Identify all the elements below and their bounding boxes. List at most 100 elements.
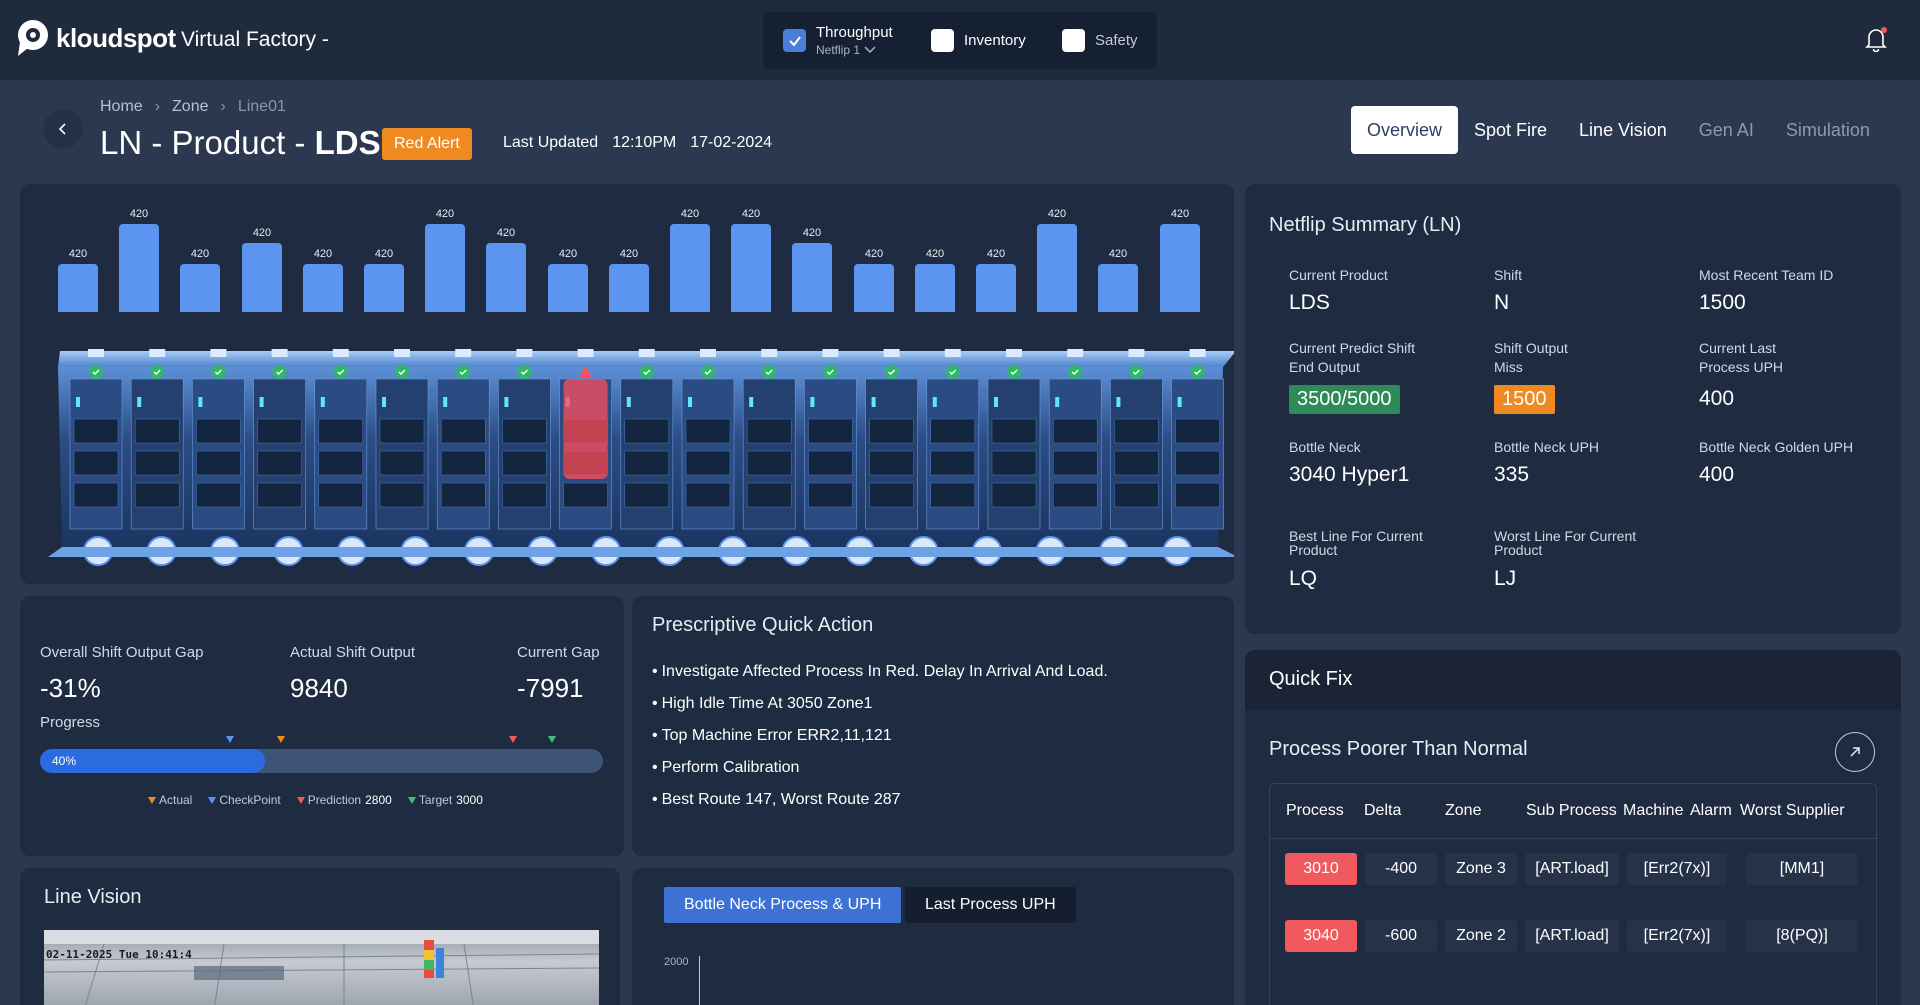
status-light <box>443 397 448 407</box>
status-light <box>320 397 325 407</box>
tab-overview[interactable]: Overview <box>1351 106 1459 154</box>
inventory-checkbox[interactable] <box>931 29 954 52</box>
station-bar[interactable] <box>303 264 343 312</box>
checkmark-icon <box>214 369 222 375</box>
breadcrumb-zone[interactable]: Zone <box>172 98 209 115</box>
alert-highlight[interactable] <box>563 379 608 479</box>
tab-last-process-uph[interactable]: Last Process UPH <box>905 887 1076 923</box>
station-bar[interactable] <box>425 224 465 312</box>
status-badge: Red Alert <box>382 128 472 160</box>
golden-uph-field: Bottle Neck Golden UPH 400 <box>1699 438 1853 487</box>
machine-unit <box>1052 450 1098 476</box>
progress-label: Progress <box>40 714 101 731</box>
machine-unit <box>624 482 670 508</box>
station-bar[interactable] <box>976 264 1016 312</box>
status-light <box>810 397 815 407</box>
netflip-dropdown[interactable]: Netflip 1 <box>816 43 893 57</box>
station-bar[interactable] <box>486 243 526 312</box>
station-bar[interactable] <box>1098 264 1138 312</box>
status-light <box>137 397 142 407</box>
station-bar[interactable] <box>548 264 588 312</box>
machine-unit <box>869 418 914 444</box>
toggle-safety[interactable]: Safety <box>1062 12 1138 69</box>
legend-target: Target 3000 <box>407 793 483 807</box>
line-vision-title: Line Vision <box>44 886 142 908</box>
machine-unit <box>379 418 425 444</box>
station-bar[interactable] <box>915 264 955 312</box>
safety-checkbox[interactable] <box>1062 29 1085 52</box>
checkmark-icon <box>765 369 773 375</box>
list-item: High Idle Time At 3050 Zone1 <box>652 688 1108 720</box>
tab-spot-fire[interactable]: Spot Fire <box>1474 120 1548 140</box>
throughput-checkbox[interactable] <box>783 29 806 52</box>
process-cell[interactable]: 3040 <box>1285 920 1357 952</box>
station-bar[interactable] <box>792 243 832 312</box>
line-vision-panel: Line Vision 02-11-2025 Tue 10:41:4 <box>20 868 620 1005</box>
station-bar[interactable] <box>364 264 404 312</box>
last-updated-date: 17-02-2024 <box>690 134 773 151</box>
golden-uph-value: 400 <box>1699 463 1735 486</box>
tab-line-vision[interactable]: Line Vision <box>1579 120 1667 140</box>
station-cap <box>332 349 349 357</box>
machine-unit <box>379 450 425 476</box>
logo[interactable]: kloudspot <box>16 18 176 58</box>
station-bar[interactable] <box>242 243 282 312</box>
check-circle-icon <box>395 365 409 379</box>
line-vision-camera-feed[interactable]: 02-11-2025 Tue 10:41:4 <box>44 930 599 1005</box>
checkmark-icon <box>153 369 161 375</box>
layer-toggle-group: Throughput Netflip 1 Inventory Safety <box>763 12 1157 69</box>
station-bar[interactable] <box>58 264 98 312</box>
station-throughput-bars: 420 420 420 420 420 420 420 420 420 420 420 420 420 4… <box>20 184 1234 314</box>
notification-bell-icon[interactable] <box>1864 26 1888 53</box>
station-cap <box>883 349 900 357</box>
process-cell[interactable]: 3010 <box>1285 853 1357 885</box>
machine-unit <box>624 450 670 476</box>
machine-unit <box>746 418 792 444</box>
station-bar[interactable] <box>731 224 771 312</box>
tab-bottleneck-process-uph[interactable]: Bottle Neck Process & UPH <box>664 887 902 923</box>
check-circle-icon <box>762 365 777 379</box>
station-bar[interactable] <box>854 264 894 312</box>
breadcrumb-home[interactable]: Home <box>100 98 143 115</box>
page-title-product: LDS <box>314 124 381 161</box>
checkmark-icon <box>520 369 528 375</box>
station-bar[interactable] <box>670 224 710 312</box>
station-bar-label: 420 <box>68 248 88 260</box>
station-cap <box>1189 349 1206 357</box>
station-bar-label: 420 <box>802 227 822 239</box>
quick-fix-title: Quick Fix <box>1269 668 1353 690</box>
predict-output-label: Current Predict Shift <box>1289 340 1416 356</box>
progress-fill <box>40 749 266 773</box>
app-title: Virtual Factory - <box>181 28 329 51</box>
prescriptive-list: Investigate Affected Process In Red. Del… <box>652 656 1108 816</box>
bottle-neck-field: Bottle Neck 3040 Hyper1 <box>1289 438 1409 487</box>
station-bar[interactable] <box>180 264 220 312</box>
delta-cell: -600 <box>1365 920 1437 952</box>
production-line-illustration[interactable] <box>38 339 1234 569</box>
station-bar-label: 420 <box>435 208 455 220</box>
station-bar[interactable] <box>1037 224 1077 312</box>
checkmark-icon <box>398 369 406 375</box>
station-bar[interactable] <box>1160 224 1200 312</box>
legend-checkpoint: CheckPoint <box>208 793 281 807</box>
legend-prediction-value: 2800 <box>365 793 392 807</box>
breadcrumb-separator-icon: › <box>154 98 161 115</box>
checkmark-icon <box>888 369 896 375</box>
table-row[interactable]: 3040 -600 Zone 2 [ART.load] [Err2(7x)] [… <box>1270 906 1878 966</box>
status-light <box>626 397 631 407</box>
sub-process-cell: [ART.load] <box>1525 920 1619 952</box>
tab-simulation[interactable]: Simulation <box>1785 120 1870 140</box>
toggle-inventory[interactable]: Inventory <box>931 12 1026 69</box>
toggle-throughput[interactable]: Throughput Netflip 1 <box>783 12 893 69</box>
tab-gen-ai[interactable]: Gen AI <box>1698 120 1754 140</box>
station-bar[interactable] <box>119 224 159 312</box>
output-miss-value: 1500 <box>1494 385 1555 414</box>
back-button[interactable] <box>43 109 83 149</box>
machine-unit <box>930 482 976 508</box>
checkmark-icon <box>92 369 100 375</box>
machine-unit <box>502 418 547 444</box>
station-bar[interactable] <box>609 264 649 312</box>
open-external-button[interactable] <box>1835 732 1875 772</box>
station-cap <box>210 349 227 357</box>
table-row[interactable]: 3010 -400 Zone 3 [ART.load] [Err2(7x)] [… <box>1270 838 1878 898</box>
